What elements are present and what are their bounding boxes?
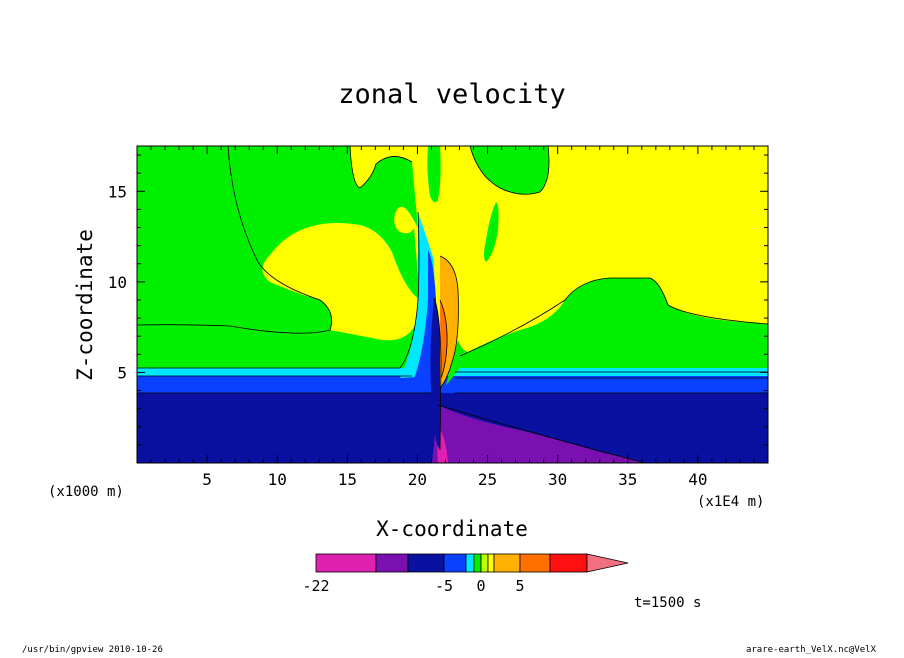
colorbar-label: 0 [476,577,485,595]
y-tick-label: 15 [108,182,127,201]
footer-right: arare-earth_VelX.nc@VelX [746,645,877,654]
colorbar-label: -5 [435,577,453,595]
colorbar-segment [315,553,377,573]
colorbar-labels: -22 -5 0 5 [302,577,524,595]
region-green-upper-right [470,146,549,195]
colorbar-label: -22 [302,577,329,595]
y-axis-label: Z-coordinate [73,229,97,381]
chart-title: zonal velocity [338,79,566,110]
colorbar [315,553,629,573]
region-jet-green-sliver [446,340,470,385]
y-tick-label: 10 [108,273,127,292]
axes: 5 10 15 20 25 30 35 40 5 10 15 [108,146,768,489]
region-blue-band [137,376,768,394]
colorbar-arrow [586,553,629,573]
footer-left: /usr/bin/gpview 2010-10-26 [22,645,163,654]
time-label: t=1500 s [634,595,701,611]
colorbar-segment [487,553,495,573]
x-tick-label: 35 [618,470,637,489]
region-green-upper-left [137,146,420,336]
y-tick-label: 5 [117,363,127,382]
contour-plot [136,145,769,464]
x-unit-note: (x1E4 m) [697,494,764,510]
region-purple-wedge [432,405,645,463]
colorbar-label: 5 [515,577,524,595]
region-green-right [450,278,768,372]
x-axis-label: X-coordinate [376,517,528,541]
x-tick-label: 10 [268,470,287,489]
x-tick-label: 30 [548,470,567,489]
colorbar-segment [519,553,551,573]
colorbar-segment [443,553,467,573]
colorbar-segment [480,553,489,573]
colorbar-segment [375,553,409,573]
x-tick-label: 25 [478,470,497,489]
x-tick-label: 20 [408,470,427,489]
region-green-streak [484,202,499,262]
colorbar-segment [493,553,521,573]
x-tick-label: 40 [688,470,707,489]
region-green-upper-mid [427,146,441,203]
plot-frame [136,145,769,464]
colorbar-segment [473,553,482,573]
colorbar-segment [549,553,588,573]
x-tick-label: 5 [202,470,212,489]
contour-lines [136,145,769,464]
colorbar-segment [465,553,475,573]
colorbar-segment [407,553,445,573]
y-unit-note: (x1000 m) [48,484,124,500]
region-jet-darkblue [430,298,441,450]
region-green-band [137,318,420,372]
x-tick-label: 15 [338,470,357,489]
